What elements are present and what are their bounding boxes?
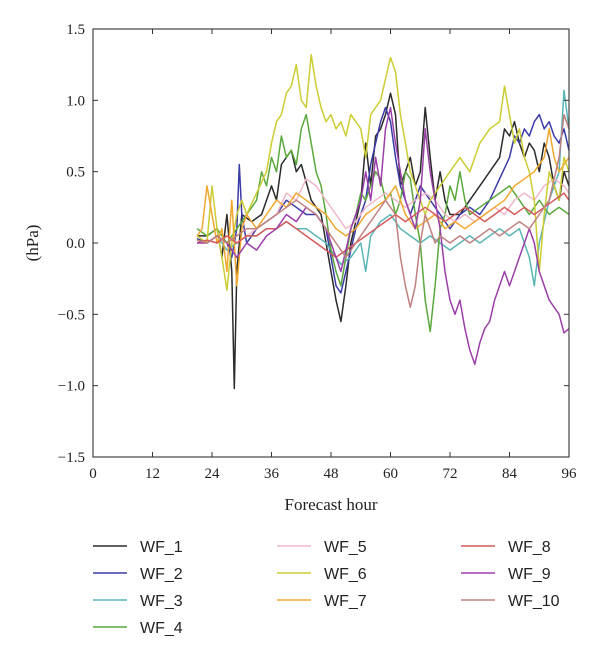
y-tick-label: 1.0 <box>66 93 85 109</box>
legend-label: WF_9 <box>508 566 551 583</box>
y-tick-label: 0.0 <box>66 236 85 252</box>
x-tick-label: 12 <box>145 466 160 482</box>
x-tick-label: 84 <box>502 466 518 482</box>
x-tick-label: 60 <box>383 466 398 482</box>
legend-label: WF_7 <box>324 593 367 610</box>
series-line-8 <box>196 192 570 259</box>
y-tick-label: 1.5 <box>66 22 85 38</box>
legend-label: WF_2 <box>140 566 183 583</box>
legend-label: WF_4 <box>140 620 183 637</box>
legend-label: WF_1 <box>140 539 183 556</box>
y-axis-label: (hPa) <box>23 225 42 262</box>
y-tick-label: −1.0 <box>58 379 85 395</box>
x-tick-label: 48 <box>324 466 339 482</box>
legend-label: WF_10 <box>508 593 560 610</box>
x-tick-label: 72 <box>443 466 458 482</box>
legend-label: WF_8 <box>508 539 551 556</box>
series-line-6 <box>196 53 570 291</box>
series-layer <box>196 53 570 390</box>
legend: WF_1 WF_2 WF_3 WF_4 WF_5 WF_6 WF_7 WF_8 WF_9 WF_1… <box>93 539 560 637</box>
x-axis-label: Forecast hour <box>284 495 377 514</box>
y-tick-label: −1.5 <box>58 450 85 466</box>
x-axis-ticks: 0 12 24 36 48 60 72 84 96 <box>89 29 577 482</box>
series-line-9 <box>197 106 570 366</box>
y-tick-label: 0.5 <box>66 165 85 181</box>
x-tick-label: 24 <box>205 466 221 482</box>
legend-label: WF_3 <box>140 593 183 610</box>
x-tick-label: 36 <box>264 466 280 482</box>
series-line-1 <box>197 92 570 390</box>
series-line-7 <box>196 128 570 287</box>
x-tick-label: 0 <box>89 466 97 482</box>
y-tick-label: −0.5 <box>58 307 85 323</box>
x-tick-label: 96 <box>562 466 578 482</box>
legend-label: WF_5 <box>324 539 367 556</box>
series-line-10 <box>196 113 570 308</box>
y-axis-ticks: 1.5 1.0 0.5 0.0 −0.5 −1.0 −1.5 <box>58 22 569 466</box>
legend-label: WF_6 <box>324 566 367 583</box>
